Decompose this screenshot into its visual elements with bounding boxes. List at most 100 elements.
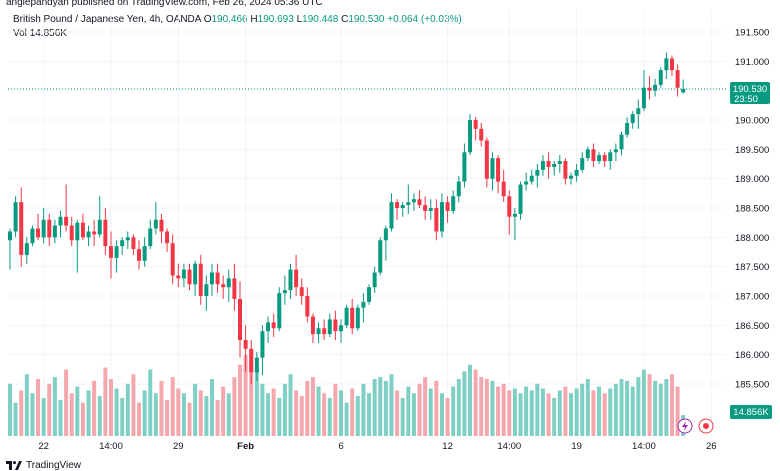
volume-bar bbox=[142, 390, 147, 436]
candle-body bbox=[142, 246, 147, 261]
volume-bar bbox=[675, 386, 680, 436]
candle-body bbox=[8, 231, 12, 241]
volume-bar bbox=[24, 374, 29, 436]
y-tick-label: 186.500 bbox=[735, 321, 769, 332]
y-tick-label: 188.500 bbox=[735, 204, 769, 215]
volume-bar bbox=[490, 380, 495, 436]
candle-body bbox=[417, 199, 422, 206]
candle-body bbox=[148, 228, 153, 247]
volume-bar bbox=[540, 388, 545, 436]
candle-body bbox=[524, 181, 529, 185]
candle-body bbox=[518, 184, 523, 214]
candle-body bbox=[114, 246, 119, 258]
candle-body bbox=[13, 202, 18, 232]
candle-body bbox=[322, 328, 327, 335]
record-icon[interactable] bbox=[698, 418, 714, 434]
x-tick-label: Feb bbox=[237, 441, 254, 452]
candle-body bbox=[221, 284, 226, 288]
candle-body bbox=[669, 58, 674, 71]
published-by-text: anglepandyan published on TradingView.co… bbox=[6, 0, 323, 8]
volume-bar bbox=[338, 390, 343, 436]
candle-body bbox=[451, 196, 456, 211]
x-tick-label: 19 bbox=[571, 441, 582, 452]
volume-bar bbox=[518, 393, 523, 436]
candle-body bbox=[64, 216, 69, 226]
volume-bar bbox=[243, 355, 248, 436]
volume-bar bbox=[19, 390, 24, 436]
y-tick-label: 191.000 bbox=[735, 57, 769, 68]
candle-body bbox=[137, 249, 142, 261]
candle-body bbox=[92, 231, 97, 235]
lightning-icon[interactable] bbox=[677, 418, 693, 434]
volume-bar bbox=[198, 390, 203, 436]
candles bbox=[8, 52, 686, 384]
candle-body bbox=[361, 301, 366, 308]
volume-bar bbox=[316, 386, 321, 436]
candle-body bbox=[641, 87, 646, 109]
volume-bar bbox=[13, 402, 18, 436]
candle-body bbox=[299, 287, 304, 296]
candle-body bbox=[630, 114, 635, 123]
volume-bar bbox=[226, 393, 231, 436]
candle-body bbox=[277, 293, 282, 329]
candle-body bbox=[569, 175, 573, 179]
volume-bar bbox=[400, 398, 405, 436]
candle-body bbox=[473, 120, 478, 129]
y-tick-label: 187.500 bbox=[735, 262, 769, 273]
volume-bar bbox=[310, 377, 315, 436]
volume-bar bbox=[507, 390, 512, 436]
candle-body bbox=[557, 161, 562, 164]
y-tick-label: 188.000 bbox=[735, 233, 769, 244]
volume-bar bbox=[238, 364, 243, 436]
candle-body bbox=[613, 149, 618, 153]
high-value: 190.693 bbox=[257, 14, 294, 25]
volume-bar bbox=[372, 379, 377, 436]
volume-bar bbox=[569, 393, 573, 436]
volume-bar bbox=[630, 386, 635, 436]
volume-bar bbox=[153, 393, 158, 436]
volume-bar bbox=[193, 383, 198, 436]
candle-body bbox=[664, 58, 669, 71]
volume-bar bbox=[305, 380, 310, 436]
candle-body bbox=[266, 322, 271, 332]
volume-bar bbox=[75, 386, 80, 436]
volume-bar bbox=[137, 402, 142, 436]
candle-body bbox=[282, 290, 287, 294]
y-tick-label: 191.500 bbox=[735, 28, 769, 39]
candle-body bbox=[125, 237, 130, 241]
volume-bar bbox=[92, 380, 97, 436]
volume-bar bbox=[524, 386, 529, 436]
volume-bar bbox=[176, 388, 181, 436]
candle-body bbox=[108, 246, 113, 258]
candle-body bbox=[507, 196, 512, 217]
volume-bar bbox=[613, 383, 618, 436]
volume-bar bbox=[591, 390, 596, 436]
volume-bar bbox=[647, 374, 652, 436]
volume-value: 14.856K bbox=[29, 28, 67, 39]
candle-body bbox=[209, 272, 214, 285]
candle-body bbox=[653, 84, 658, 91]
footer: TradingView bbox=[6, 460, 81, 471]
volume-bar bbox=[159, 380, 164, 436]
volume-bar bbox=[277, 398, 282, 436]
last-price-badge: 190.530 23:50 bbox=[730, 82, 770, 105]
candle-body bbox=[232, 278, 237, 299]
candle-body bbox=[428, 208, 433, 211]
candle-body bbox=[249, 348, 254, 373]
volume-bar bbox=[181, 393, 186, 436]
candle-body bbox=[24, 243, 29, 255]
volume-bar bbox=[585, 379, 590, 436]
candle-body bbox=[52, 225, 57, 238]
volume-bar bbox=[479, 377, 484, 436]
candle-body bbox=[75, 222, 80, 241]
candle-body bbox=[546, 161, 551, 167]
symbol-title: British Pound / Japanese Yen, 4h, OANDA bbox=[13, 14, 201, 25]
volume-bar bbox=[131, 374, 136, 436]
volume-bar bbox=[484, 379, 489, 436]
volume-bar bbox=[299, 396, 304, 436]
x-tick-label: 12 bbox=[442, 441, 453, 452]
volume-label: Vol bbox=[13, 28, 27, 39]
candle-body bbox=[658, 70, 663, 85]
